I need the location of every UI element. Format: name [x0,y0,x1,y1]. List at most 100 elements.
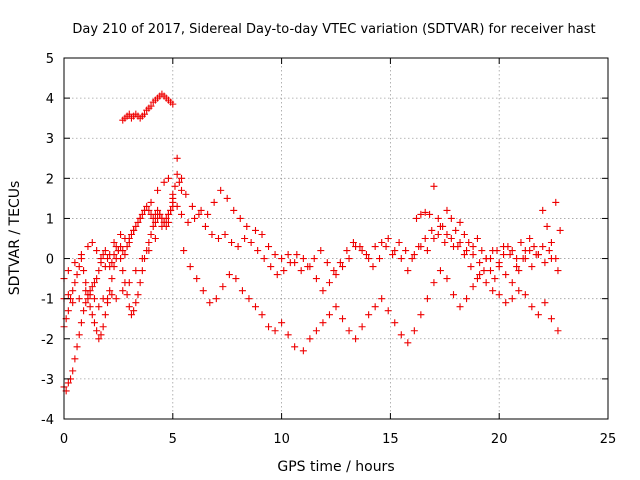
data-point [173,170,181,178]
data-point [447,235,455,242]
series-track-a [60,174,560,283]
data-point [443,206,451,214]
data-point [491,275,499,283]
data-point [417,311,425,319]
data-point [434,230,442,238]
data-point [352,335,360,343]
data-point [286,259,294,267]
data-point [539,243,547,251]
data-point [463,247,471,255]
data-point [486,267,494,275]
data-point [119,267,127,275]
data-point [110,251,118,259]
data-point [173,154,181,162]
data-point [236,214,244,222]
data-point [323,259,331,267]
data-point [391,247,399,255]
data-point [110,239,118,247]
data-point [504,243,512,251]
data-point [99,323,107,331]
data-point [162,214,170,222]
data-point [517,239,525,247]
data-point [402,247,410,255]
data-point [151,235,159,242]
data-point [428,226,436,234]
data-point [169,100,177,108]
y-tick-label: 3 [46,132,54,147]
data-point [417,210,425,218]
data-point [121,251,129,259]
data-point [299,347,307,355]
data-point [204,210,212,218]
data-point [112,243,120,251]
data-point [528,303,536,311]
data-point [162,222,170,230]
data-point [378,239,386,247]
data-point [178,210,186,218]
data-point [95,303,103,311]
data-point [456,303,464,311]
data-point [371,303,379,311]
data-point [443,275,451,283]
data-point [369,263,377,271]
data-point [80,307,88,315]
data-point [188,202,196,210]
data-point [123,243,131,251]
y-tick-label: 1 [46,212,54,227]
data-point [319,287,327,295]
series-track-c [60,170,186,343]
data-point [297,267,305,275]
data-point [482,279,490,287]
data-point [382,243,390,251]
data-point [508,295,516,303]
plot-frame [63,57,609,420]
data-point [125,110,133,118]
data-point [469,251,477,259]
data-point [443,230,451,238]
data-point [330,267,338,275]
data-point [223,194,231,202]
data-point [541,299,549,307]
data-point [160,218,168,226]
data-point [452,226,460,234]
data-point [500,251,508,259]
data-point [186,263,194,271]
data-point [145,239,153,247]
data-point [502,299,510,307]
data-point [101,311,109,319]
data-point [423,247,431,255]
data-point [169,194,177,202]
x-axis-label: GPS time / hours [277,459,394,475]
data-point [389,251,397,259]
data-point [64,291,72,299]
data-point [132,299,140,307]
y-tick-label: -1 [41,293,54,308]
data-point [508,279,516,287]
y-tick-label: -2 [41,333,54,348]
data-point [345,327,353,335]
data-point [80,267,88,275]
data-point [506,251,514,259]
data-point [195,210,203,218]
data-point [93,275,101,283]
data-point [258,311,266,319]
data-point [99,251,107,259]
data-point [267,263,275,271]
x-tick-label: 5 [169,432,177,447]
data-point [101,247,109,255]
data-point [325,279,333,287]
data-point [77,255,85,263]
series-track-e [119,90,177,124]
data-point [480,267,488,275]
data-point [319,319,327,327]
data-point [90,295,98,303]
data-point [214,235,222,242]
data-point [265,243,273,251]
data-point [123,291,131,299]
data-point [478,247,486,255]
data-point [310,255,318,263]
data-point [201,222,209,230]
data-point [365,311,373,319]
data-point [312,327,320,335]
